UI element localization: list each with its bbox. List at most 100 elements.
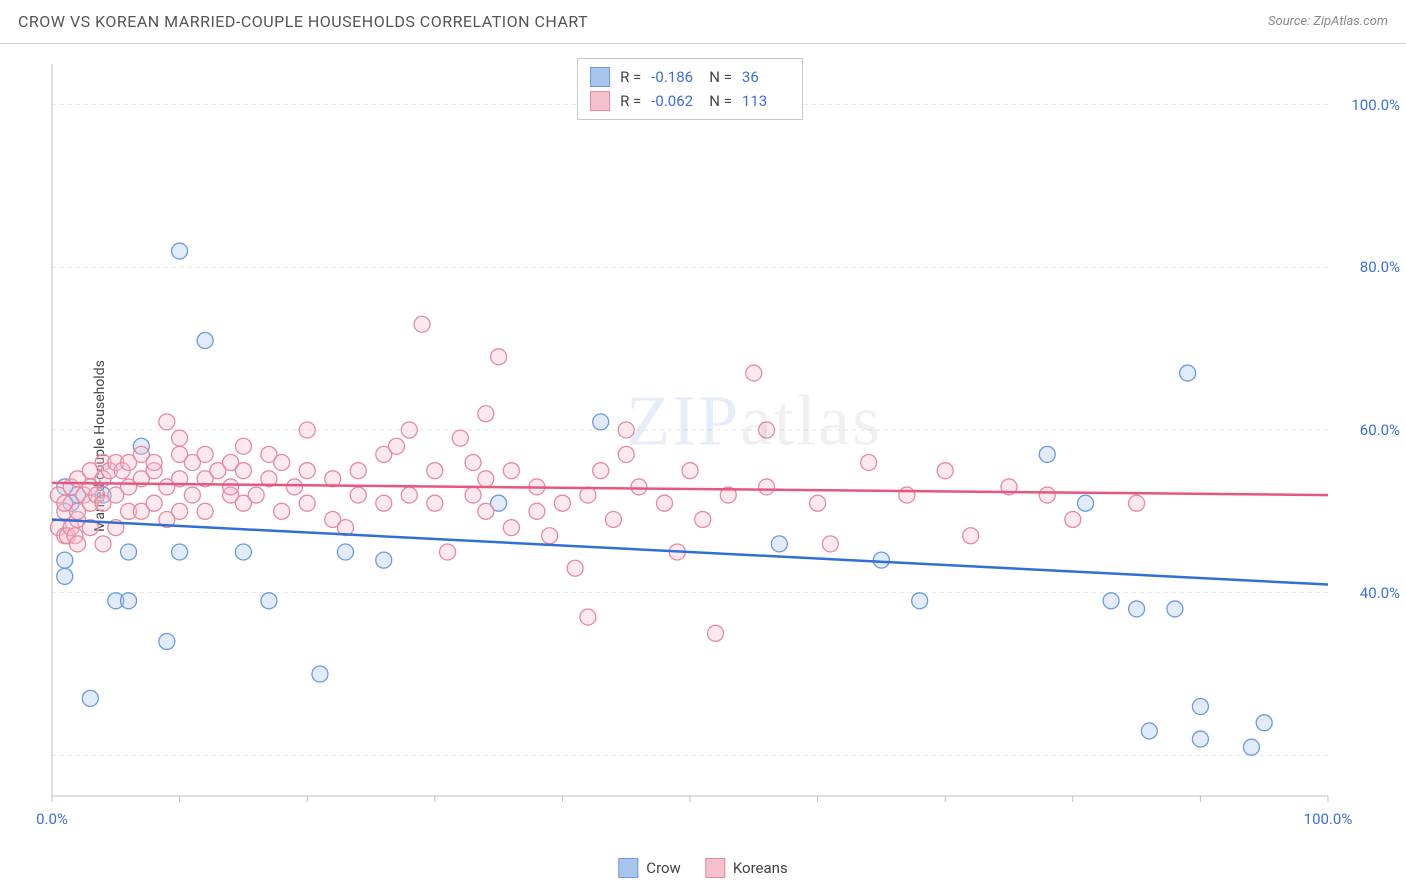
scatter-point xyxy=(235,544,251,560)
scatter-point xyxy=(605,511,621,527)
scatter-point xyxy=(618,422,634,438)
scatter-point xyxy=(337,544,353,560)
series-legend: CrowKoreans xyxy=(618,858,787,878)
scatter-point xyxy=(172,503,188,519)
scatter-point xyxy=(554,495,570,511)
scatter-point xyxy=(401,422,417,438)
scatter-point xyxy=(235,463,251,479)
scatter-point xyxy=(1039,446,1055,462)
scatter-point xyxy=(1078,495,1094,511)
scatter-point xyxy=(708,625,724,641)
scatter-point xyxy=(1167,601,1183,617)
scatter-point xyxy=(478,406,494,422)
r-label: R = xyxy=(620,89,641,113)
scatter-point xyxy=(1039,487,1055,503)
scatter-point xyxy=(1243,739,1259,755)
x-tick-label: 0.0% xyxy=(36,810,68,828)
scatter-point xyxy=(172,243,188,259)
scatter-point xyxy=(465,455,481,471)
scatter-point xyxy=(873,552,889,568)
scatter-point xyxy=(695,511,711,527)
x-tick-label: 100.0% xyxy=(1304,810,1353,828)
legend-swatch xyxy=(705,858,725,878)
r-value: -0.062 xyxy=(651,89,699,113)
scatter-point xyxy=(937,463,953,479)
scatter-point xyxy=(478,503,494,519)
scatter-point xyxy=(197,503,213,519)
scatter-point xyxy=(810,495,826,511)
scatter-point xyxy=(682,463,698,479)
scatter-point xyxy=(491,349,507,365)
scatter-point xyxy=(248,487,264,503)
n-value: 113 xyxy=(742,89,790,113)
scatter-point xyxy=(759,479,775,495)
scatter-point xyxy=(121,544,137,560)
legend-swatch xyxy=(590,91,610,111)
scatter-point xyxy=(593,463,609,479)
scatter-point xyxy=(95,536,111,552)
scatter-point xyxy=(427,463,443,479)
scatter-point xyxy=(567,560,583,576)
legend-item: Koreans xyxy=(705,858,788,878)
scatter-point xyxy=(82,690,98,706)
scatter-point xyxy=(822,536,838,552)
legend-swatch xyxy=(618,858,638,878)
scatter-point xyxy=(274,455,290,471)
scatter-point xyxy=(376,495,392,511)
scatter-point xyxy=(529,503,545,519)
scatter-point xyxy=(580,609,596,625)
scatter-point xyxy=(197,446,213,462)
scatter-point xyxy=(1141,723,1157,739)
trend-line xyxy=(52,483,1328,495)
scatter-point xyxy=(861,455,877,471)
scatter-point xyxy=(274,503,290,519)
scatter-point xyxy=(414,316,430,332)
scatter-point xyxy=(376,552,392,568)
scatter-plot: ZIPatlas R =-0.186N =36R =-0.062N =113 4… xyxy=(50,56,1330,816)
correlation-legend: R = -0.186 N = 36R = -0.062 N = 113 xyxy=(577,58,803,120)
scatter-point xyxy=(121,593,137,609)
scatter-point xyxy=(286,479,302,495)
scatter-point xyxy=(223,479,239,495)
scatter-point xyxy=(197,333,213,349)
scatter-point xyxy=(542,528,558,544)
scatter-point xyxy=(350,487,366,503)
scatter-point xyxy=(172,544,188,560)
scatter-point xyxy=(1256,715,1272,731)
y-tick-label: 40.0% xyxy=(1360,584,1400,602)
legend-label: Koreans xyxy=(733,859,788,877)
scatter-point xyxy=(1103,593,1119,609)
n-label: N = xyxy=(709,65,732,89)
scatter-point xyxy=(452,430,468,446)
scatter-point xyxy=(299,463,315,479)
plot-svg xyxy=(50,56,1330,816)
scatter-point xyxy=(401,487,417,503)
y-tick-label: 100.0% xyxy=(1351,96,1400,114)
n-label: N = xyxy=(709,89,732,113)
legend-stat-row: R = -0.062 N = 113 xyxy=(590,89,790,113)
n-value: 36 xyxy=(742,65,790,89)
scatter-point xyxy=(261,593,277,609)
scatter-point xyxy=(389,438,405,454)
scatter-point xyxy=(427,495,443,511)
r-value: -0.186 xyxy=(651,65,699,89)
scatter-point xyxy=(172,430,188,446)
scatter-point xyxy=(759,422,775,438)
source-attribution: Source: ZipAtlas.com xyxy=(1268,14,1388,29)
scatter-point xyxy=(159,633,175,649)
scatter-point xyxy=(146,495,162,511)
scatter-point xyxy=(631,479,647,495)
scatter-point xyxy=(963,528,979,544)
scatter-point xyxy=(912,593,928,609)
scatter-point xyxy=(1192,699,1208,715)
legend-swatch xyxy=(590,67,610,87)
scatter-point xyxy=(1180,365,1196,381)
scatter-point xyxy=(478,471,494,487)
scatter-point xyxy=(503,520,519,536)
scatter-point xyxy=(159,414,175,430)
scatter-point xyxy=(184,487,200,503)
scatter-point xyxy=(618,446,634,462)
scatter-point xyxy=(771,536,787,552)
legend-stat-row: R =-0.186N =36 xyxy=(590,65,790,89)
scatter-point xyxy=(299,422,315,438)
